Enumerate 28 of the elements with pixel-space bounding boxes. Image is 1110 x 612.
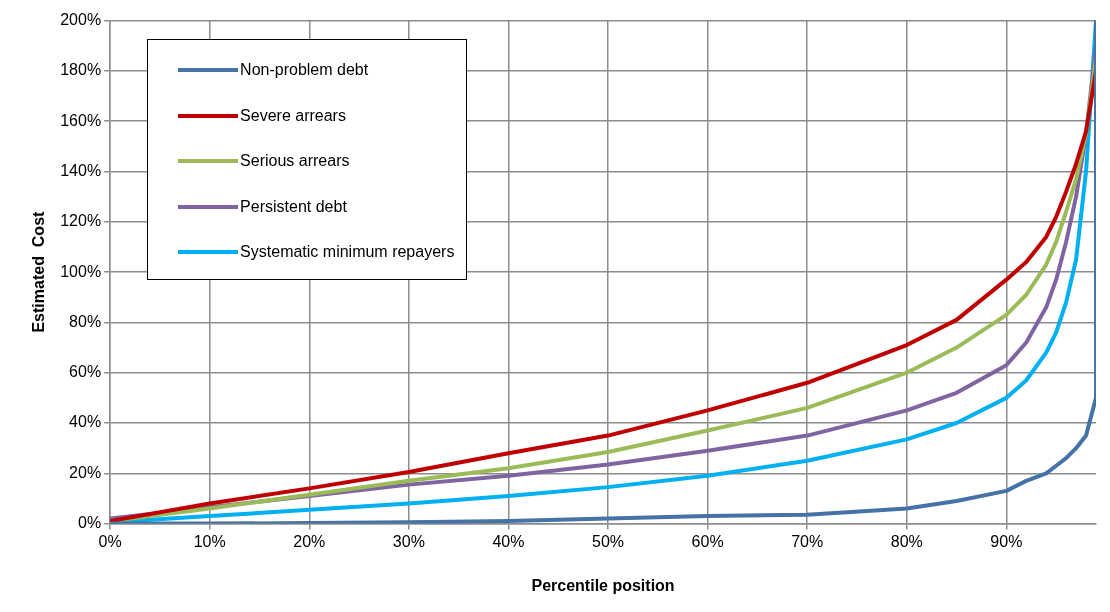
- x-tick-label: 70%: [791, 532, 824, 550]
- y-tick-label: 200%: [60, 11, 102, 29]
- y-tick-label: 180%: [60, 61, 102, 79]
- y-tick-label: 120%: [60, 212, 102, 230]
- x-tick-label: 60%: [691, 532, 724, 550]
- legend-label: Persistent debt: [240, 197, 347, 216]
- x-tick-label: 90%: [990, 532, 1023, 550]
- legend-label: Serious arrears: [240, 152, 350, 171]
- x-tick-label: 10%: [193, 532, 226, 550]
- x-tick-label: 80%: [890, 532, 923, 550]
- y-tick-label: 160%: [60, 111, 102, 129]
- x-tick-label: 0%: [98, 532, 122, 550]
- y-tick-label: 100%: [60, 262, 102, 280]
- y-tick-label: 60%: [69, 363, 102, 381]
- legend-label: Systematic minimum repayers: [240, 243, 455, 262]
- y-tick-label: 140%: [60, 161, 102, 179]
- x-tick-label: 20%: [293, 532, 326, 550]
- x-axis-title: Percentile position: [531, 576, 675, 594]
- legend-label: Severe arrears: [240, 106, 346, 125]
- y-axis-title: Estimated Cost: [30, 210, 48, 333]
- x-tick-label: 40%: [492, 532, 525, 550]
- legend-label: Non-problem debt: [240, 61, 369, 80]
- y-tick-label: 20%: [69, 463, 102, 481]
- y-tick-label: 40%: [69, 413, 102, 431]
- x-tick-label: 30%: [392, 532, 425, 550]
- y-tick-label: 80%: [69, 312, 102, 330]
- x-tick-label: 50%: [592, 532, 625, 550]
- y-tick-label: 0%: [78, 514, 102, 532]
